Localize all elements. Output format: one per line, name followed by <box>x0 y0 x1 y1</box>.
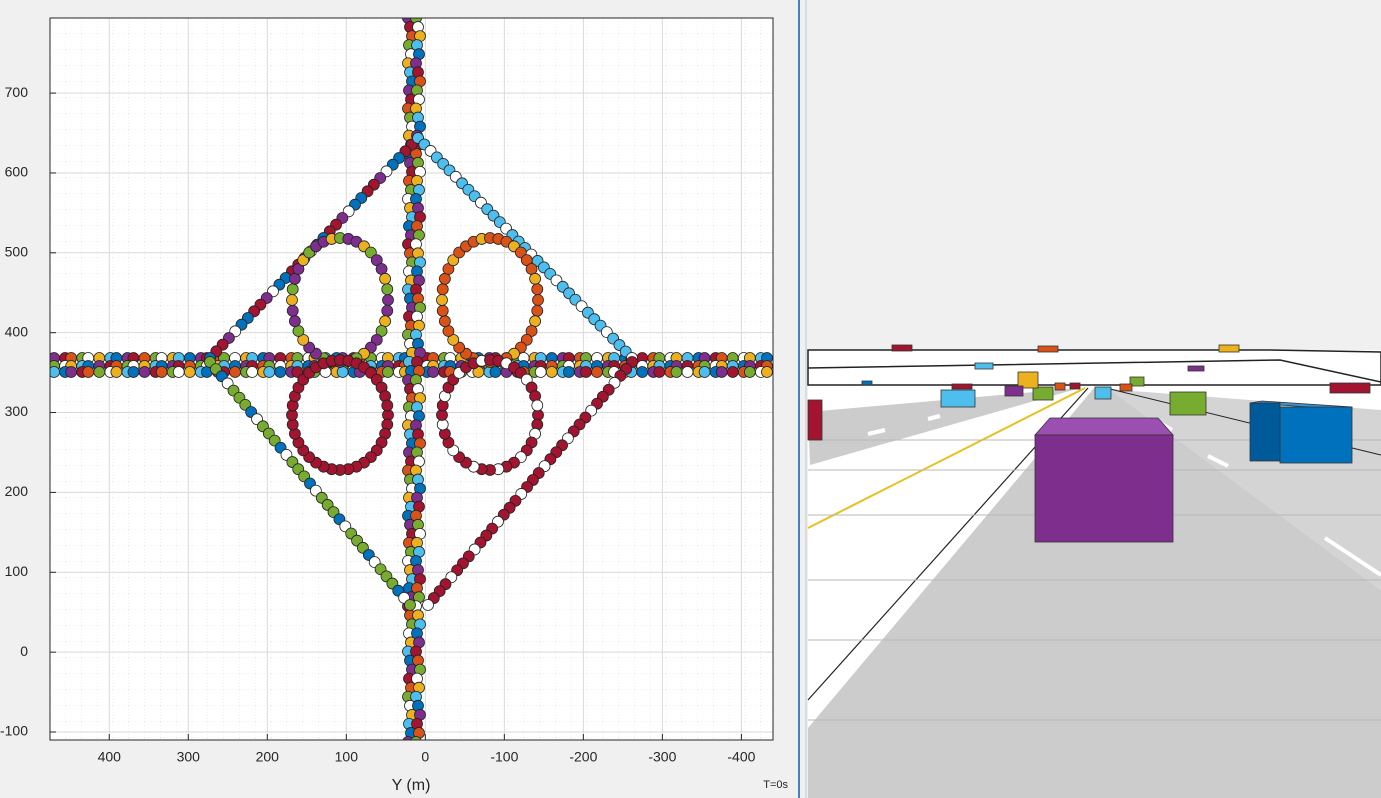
x-tick-label: 100 <box>335 749 359 765</box>
x-tick-label: 0 <box>421 749 429 765</box>
x-tick-label: -400 <box>727 749 755 765</box>
y-tick-label: 300 <box>5 403 29 419</box>
vehicle-marker <box>82 366 95 378</box>
vehicle-marker <box>531 304 544 317</box>
time-label: T=0s <box>763 779 788 791</box>
vehicle-marker <box>436 283 449 296</box>
vehicle-marker <box>531 283 544 296</box>
vehicle-marker <box>580 366 592 378</box>
vehicle-marker <box>670 366 683 378</box>
axes: 400 300 200 100 0 -100 -200 -300 -400 -100 0 100 200… <box>0 84 756 765</box>
road <box>808 388 1381 798</box>
vehicle-marker <box>155 366 168 378</box>
vehicle-marker <box>286 294 298 306</box>
vehicle-marker <box>288 272 301 285</box>
y-tick-label: 400 <box>5 323 29 339</box>
vehicle-marker <box>427 366 440 378</box>
vehicle-marker <box>410 736 422 740</box>
yellow-line <box>807 387 1086 529</box>
vehicle-marker <box>172 366 185 378</box>
vehicle-marker <box>532 294 544 306</box>
vehicle-marker <box>382 294 394 306</box>
lane-edge <box>808 388 1094 728</box>
x-tick-label: 200 <box>256 749 280 765</box>
vehicle-marker <box>591 366 603 378</box>
y-tick-label: 100 <box>5 563 29 579</box>
y-tick-label: -100 <box>0 723 28 739</box>
vehicle-marker <box>438 272 451 285</box>
left-road <box>808 388 1080 465</box>
x-tick-label: -100 <box>490 749 518 765</box>
vehicle-marker <box>534 366 547 378</box>
vehicle-marker <box>274 366 287 378</box>
vehicle-marker <box>229 366 241 378</box>
vehicle-marker <box>110 366 123 378</box>
vehicle-marker <box>531 399 544 412</box>
vehicle-marker <box>681 366 694 378</box>
vehicle-marker <box>381 283 394 296</box>
x-tick-label: -200 <box>569 749 597 765</box>
vehicle-marker <box>286 283 299 296</box>
vehicle-marker <box>562 366 575 378</box>
vehicle-marker <box>636 366 649 378</box>
vehicle-marker <box>404 599 416 611</box>
overpass-edge <box>807 359 1381 383</box>
y-tick-label: 0 <box>20 643 28 659</box>
vehicle-marker <box>545 366 558 378</box>
y-tick-label: 500 <box>5 244 29 260</box>
vehicle-marker <box>438 315 451 328</box>
vehicle-marker <box>525 263 538 275</box>
vehicle-marker <box>263 366 276 378</box>
vehicle-marker <box>379 272 392 285</box>
x-tick-label: -300 <box>648 749 676 765</box>
vehicle-marker <box>381 304 394 317</box>
x-axis-label: Y (m) <box>392 777 431 794</box>
vehicle-marker <box>529 315 542 328</box>
vehicle-marker <box>183 366 196 378</box>
vehicle-marker <box>436 294 448 306</box>
y-tick-label: 700 <box>5 84 29 100</box>
vehicle-marker <box>489 366 502 378</box>
vehicle-marker <box>529 272 542 285</box>
y-tick-label: 200 <box>5 483 29 499</box>
vehicle-marker <box>381 366 394 378</box>
vehicle-marker <box>436 304 449 317</box>
vehicle-marker <box>93 366 106 378</box>
vehicle-marker <box>442 325 455 337</box>
vehicle-marker <box>288 315 301 328</box>
y-tick-label: 600 <box>5 164 29 180</box>
vehicle-marker <box>715 366 728 378</box>
vehicle-marker <box>726 366 739 378</box>
vehicle-marker <box>743 366 756 378</box>
vehicle-marker <box>292 325 305 337</box>
vehicles-3d <box>807 344 1371 543</box>
vehicle-marker <box>698 366 711 378</box>
vehicle-marker <box>65 366 78 378</box>
chase-view <box>807 0 1381 798</box>
x-tick-label: 400 <box>98 749 122 765</box>
vehicle-marker <box>138 366 151 378</box>
vehicle-marker <box>336 366 349 378</box>
plot-border <box>49 17 774 741</box>
vehicle-marker <box>286 304 299 317</box>
vehicle-marker <box>381 399 394 412</box>
vehicle-marker <box>402 736 414 740</box>
vehicle-marker <box>379 315 392 328</box>
vehicle-marker <box>653 366 666 378</box>
vehicle-markers <box>50 18 773 740</box>
vehicle-marker <box>422 599 434 611</box>
vehicle-marker <box>375 263 388 275</box>
vehicle-marker <box>761 366 773 378</box>
vehicle-marker <box>127 366 140 378</box>
x-tick-label: 300 <box>177 749 201 765</box>
overpass <box>807 349 1381 386</box>
vehicle-marker <box>246 366 259 378</box>
